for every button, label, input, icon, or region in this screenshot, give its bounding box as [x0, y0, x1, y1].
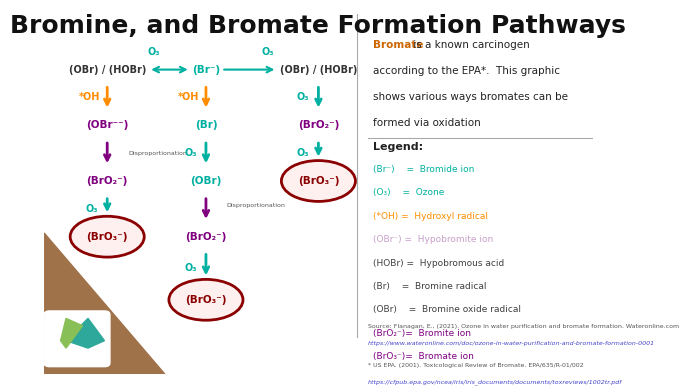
Text: O₃: O₃	[261, 47, 274, 57]
Text: (BrO₂⁻)=  Bromite ion: (BrO₂⁻)= Bromite ion	[374, 329, 471, 338]
Ellipse shape	[169, 279, 243, 320]
Text: is a known carcinogen: is a known carcinogen	[410, 40, 530, 50]
Text: (Br)  =  Bromine radical: (Br) = Bromine radical	[374, 282, 487, 291]
Text: * US EPA. (2001). Toxicological Review of Bromate. EPA/635/R-01/002: * US EPA. (2001). Toxicological Review o…	[368, 363, 583, 368]
Text: O₃: O₃	[148, 47, 160, 57]
Text: Bromate: Bromate	[374, 40, 424, 50]
Text: O₃: O₃	[85, 204, 98, 214]
Polygon shape	[61, 319, 83, 348]
Text: *OH: *OH	[178, 92, 199, 103]
Polygon shape	[66, 319, 105, 348]
Text: (BrO₃⁻): (BrO₃⁻)	[298, 176, 339, 186]
Text: (OBr⁻⁻): (OBr⁻⁻)	[86, 120, 129, 130]
Text: (HOBr) =  Hypobromous acid: (HOBr) = Hypobromous acid	[374, 259, 504, 267]
Text: (OBr)  =  Bromine oxide radical: (OBr) = Bromine oxide radical	[374, 305, 522, 314]
Text: shows various ways bromates can be: shows various ways bromates can be	[374, 92, 568, 102]
Text: Disproportionation: Disproportionation	[227, 203, 286, 208]
Polygon shape	[44, 233, 165, 374]
Text: (OBr) / (HOBr): (OBr) / (HOBr)	[69, 65, 146, 75]
Text: (BrO₂⁻): (BrO₂⁻)	[185, 232, 226, 242]
Text: (BrO₃⁻): (BrO₃⁻)	[87, 232, 128, 242]
Text: (*OH) =  Hydroxyl radical: (*OH) = Hydroxyl radical	[374, 212, 488, 221]
Text: *OH: *OH	[79, 92, 100, 103]
Text: (Br): (Br)	[195, 120, 217, 130]
Text: O₃: O₃	[297, 92, 310, 103]
FancyBboxPatch shape	[44, 311, 110, 366]
Text: https://cfpub.epa.gov/ncea/iris/iris_documents/documents/toxreviews/1002tr.pdf: https://cfpub.epa.gov/ncea/iris/iris_doc…	[368, 380, 622, 385]
Text: O₃: O₃	[297, 148, 310, 158]
Text: O₃: O₃	[184, 148, 197, 158]
Ellipse shape	[281, 161, 356, 201]
Text: Source: Flanagan, E., (2021). Ozone in water purification and bromate formation.: Source: Flanagan, E., (2021). Ozone in w…	[368, 324, 679, 329]
Text: (Br⁻): (Br⁻)	[192, 65, 220, 75]
Text: (BrO₂⁻): (BrO₂⁻)	[87, 176, 128, 186]
Ellipse shape	[70, 216, 144, 257]
Text: Legend:: Legend:	[374, 142, 423, 152]
Text: (OBr) / (HOBr): (OBr) / (HOBr)	[280, 65, 357, 75]
Text: (O₃)  =  Ozone: (O₃) = Ozone	[374, 188, 444, 197]
Text: formed via oxidation: formed via oxidation	[374, 118, 481, 128]
Text: https://www.wateronline.com/doc/ozone-in-water-purification-and-bromate-formatio: https://www.wateronline.com/doc/ozone-in…	[368, 341, 655, 346]
Text: (OBr⁻) =  Hypobromite ion: (OBr⁻) = Hypobromite ion	[374, 235, 493, 244]
Text: Bromine, and Bromate Formation Pathways: Bromine, and Bromate Formation Pathways	[10, 14, 626, 38]
Text: (BrO₂⁻): (BrO₂⁻)	[298, 120, 339, 130]
Text: according to the EPA*.  This graphic: according to the EPA*. This graphic	[374, 66, 560, 76]
Text: (BrO₃⁻)=  Bromate ion: (BrO₃⁻)= Bromate ion	[374, 352, 474, 361]
Text: Disproportionation: Disproportionation	[128, 151, 187, 156]
Text: O₃: O₃	[184, 263, 197, 273]
Text: (Br⁻)  =  Bromide ion: (Br⁻) = Bromide ion	[374, 165, 475, 174]
Text: (OBr): (OBr)	[191, 176, 222, 186]
Text: (BrO₃⁻): (BrO₃⁻)	[185, 295, 227, 305]
